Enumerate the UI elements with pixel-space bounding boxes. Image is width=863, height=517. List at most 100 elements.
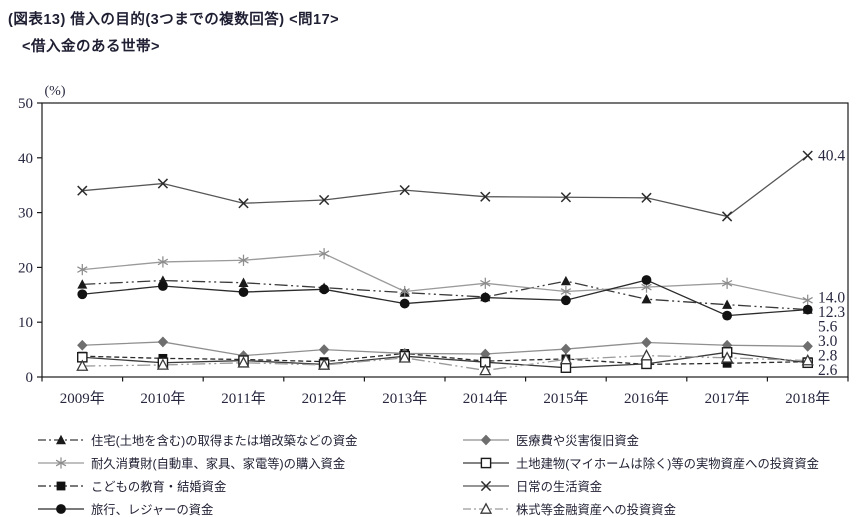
series-end-value-label: 14.0 xyxy=(818,290,845,307)
asterisk-marker xyxy=(399,288,410,295)
asterisk-marker xyxy=(77,266,88,273)
x-axis-tick-label: 2012年 xyxy=(302,390,347,407)
legend-key-securities xyxy=(463,501,509,514)
x-axis-tick-label: 2010年 xyxy=(140,390,185,407)
series-line-durables xyxy=(82,253,808,301)
x-cross-marker xyxy=(318,194,330,206)
asterisk-marker xyxy=(721,279,733,287)
triangle-open-marker xyxy=(479,363,492,376)
triangle-open-marker xyxy=(721,351,734,363)
triangle-filled-marker xyxy=(56,434,66,444)
series-markers-travel xyxy=(77,275,813,321)
legend-label-realestate: 土地建物(マイホームは除く)等の実物資産への投資資金 xyxy=(516,456,819,471)
series-end-value-label: 2.8 xyxy=(818,348,838,365)
x-axis-tick-label: 2014年 xyxy=(463,390,508,407)
triangle-open-marker xyxy=(398,351,411,363)
figure-subtitle: <借入金のある世帯> xyxy=(22,39,160,55)
diamond-filled-marker xyxy=(318,344,330,355)
diamond-filled-marker xyxy=(480,348,491,360)
x-axis-tick-label: 2017年 xyxy=(705,390,750,407)
triangle-open-marker xyxy=(237,356,250,368)
legend-label-education: こどもの教育・結婚資金 xyxy=(91,479,227,494)
legend-key-medical xyxy=(463,434,509,445)
x-cross-marker xyxy=(480,191,491,202)
series-markers-durables xyxy=(77,248,813,306)
square-open-marker xyxy=(641,358,652,370)
triangle-open-marker xyxy=(559,352,572,365)
figure-title: (図表13) 借入の目的(3つまでの複数回答) <問17> xyxy=(8,12,340,28)
circle-filled-marker xyxy=(319,284,329,295)
legend-item-living: 日常の生活資金 xyxy=(463,474,819,497)
legend-key-durables xyxy=(38,456,84,469)
series-line-securities xyxy=(82,354,808,372)
y-axis-tick-label: 10 xyxy=(18,315,33,331)
asterisk-marker xyxy=(641,283,652,291)
triangle-open-marker xyxy=(156,358,169,370)
asterisk-marker xyxy=(55,459,67,466)
legend-label-durables: 耐久消費財(自動車、家具、家電等)の購入資金 xyxy=(91,456,346,471)
legend-label-securities: 株式等金融資産への投資資金 xyxy=(516,502,676,517)
square-open-marker xyxy=(480,457,492,468)
legend-item-securities: 株式等金融資産への投資資金 xyxy=(463,497,819,517)
legend-item-housing: 住宅(土地を含む)の取得または増改築などの資金 xyxy=(38,428,357,451)
diamond-filled-marker xyxy=(721,339,733,351)
asterisk-marker xyxy=(238,256,249,264)
diamond-filled-marker xyxy=(802,340,813,352)
circle-filled-marker xyxy=(802,304,813,315)
x-axis-tick-label: 2009年 xyxy=(60,390,105,407)
legend-key-housing xyxy=(38,434,84,444)
x-axis-tick-label: 2015年 xyxy=(543,390,588,407)
legend-label-housing: 住宅(土地を含む)の取得または増改築などの資金 xyxy=(91,433,358,448)
legend-column-left: 住宅(土地を含む)の取得または増改築などの資金 耐久消費財(自動車、家具、家電等)… xyxy=(38,428,357,517)
series-line-realestate xyxy=(82,351,808,369)
legend-label-medical: 医療費や災害復旧資金 xyxy=(516,433,639,448)
asterisk-marker xyxy=(157,258,169,266)
legend-key-education xyxy=(38,481,84,490)
square-filled-marker xyxy=(56,481,66,490)
circle-filled-marker xyxy=(77,289,88,300)
x-cross-marker xyxy=(802,150,813,161)
triangle-filled-marker xyxy=(560,275,571,286)
circle-filled-marker xyxy=(561,295,571,306)
square-open-marker xyxy=(560,362,572,373)
legend-key-travel xyxy=(38,503,84,514)
legend-item-education: こどもの教育・結婚資金 xyxy=(38,474,357,497)
x-axis-tick-label: 2013年 xyxy=(382,390,427,407)
triangle-filled-marker xyxy=(77,279,88,289)
series-line-housing xyxy=(82,279,808,311)
triangle-filled-marker xyxy=(722,299,733,309)
diamond-filled-marker xyxy=(157,336,169,348)
series-end-value-label: 3.0 xyxy=(818,333,838,350)
triangle-open-marker xyxy=(479,501,493,514)
legend-item-realestate: 土地建物(マイホームは除く)等の実物資産への投資資金 xyxy=(463,451,819,474)
x-cross-marker xyxy=(77,185,88,196)
triangle-open-marker xyxy=(318,358,331,370)
x-cross-marker xyxy=(480,480,492,491)
legend-column-right: 医療費や災害復旧資金土地建物(マイホームは除く)等の実物資産への投資資金日常の生… xyxy=(463,428,819,517)
y-axis-tick-label: 50 xyxy=(18,96,33,112)
diamond-filled-marker xyxy=(641,337,652,348)
triangle-open-marker xyxy=(640,349,653,361)
circle-filled-marker xyxy=(158,281,168,291)
legend-item-medical: 医療費や災害復旧資金 xyxy=(463,428,819,451)
y-axis-tick-label: 20 xyxy=(18,260,33,276)
legend-item-travel: 旅行、レジャーの資金 xyxy=(38,497,357,517)
asterisk-marker xyxy=(318,250,330,258)
circle-filled-marker xyxy=(399,298,410,309)
triangle-open-marker xyxy=(76,359,89,371)
x-cross-marker xyxy=(560,192,572,203)
x-cross-marker xyxy=(238,198,249,209)
series-end-value-label: 5.6 xyxy=(818,319,838,336)
x-cross-marker xyxy=(399,185,410,196)
series-end-value-label: 2.6 xyxy=(818,362,838,379)
series-end-value-label: 40.4 xyxy=(818,148,845,165)
asterisk-marker xyxy=(480,279,491,287)
legend-key-living xyxy=(463,480,509,491)
diamond-filled-marker xyxy=(77,339,88,351)
y-axis-unit-label: (%) xyxy=(45,84,66,99)
circle-filled-marker xyxy=(480,292,491,303)
legend-key-realestate xyxy=(463,457,509,468)
legend-item-durables: 耐久消費財(自動車、家具、家電等)の購入資金 xyxy=(38,451,357,474)
x-axis-tick-label: 2016年 xyxy=(624,390,669,407)
